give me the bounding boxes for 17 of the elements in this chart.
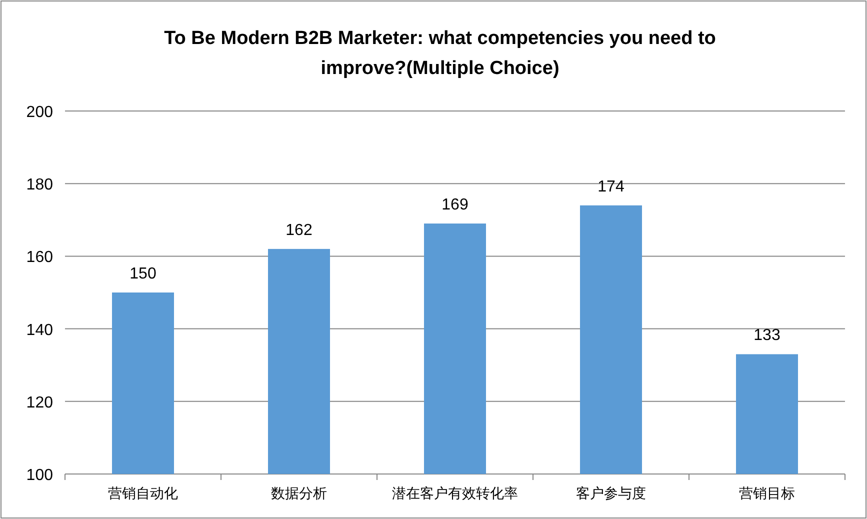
chart-title: To Be Modern B2B Marketer: what competencies you need to improve?(Multiple Choice) <box>163 27 717 81</box>
data-label: 133 <box>754 327 780 344</box>
data-label: 162 <box>286 222 312 239</box>
x-tick-label: 营销目标 <box>739 485 795 501</box>
y-tick-label: 160 <box>26 249 54 266</box>
y-tick-label: 200 <box>26 104 54 121</box>
y-tick-label: 140 <box>26 322 54 339</box>
y-tick-label: 120 <box>26 394 54 412</box>
data-label: 169 <box>442 196 468 214</box>
data-label: 150 <box>130 266 156 282</box>
data-label: 174 <box>598 178 624 196</box>
y-tick-label: 180 <box>26 176 54 194</box>
y-tick-label: 100 <box>26 467 54 484</box>
x-tick-label: 客户参与度 <box>576 485 646 501</box>
x-tick-label: 营销自动化 <box>108 485 178 501</box>
x-tick-label: 数据分析 <box>271 485 327 501</box>
x-tick-label: 潜在客户有效转化率 <box>392 485 518 501</box>
